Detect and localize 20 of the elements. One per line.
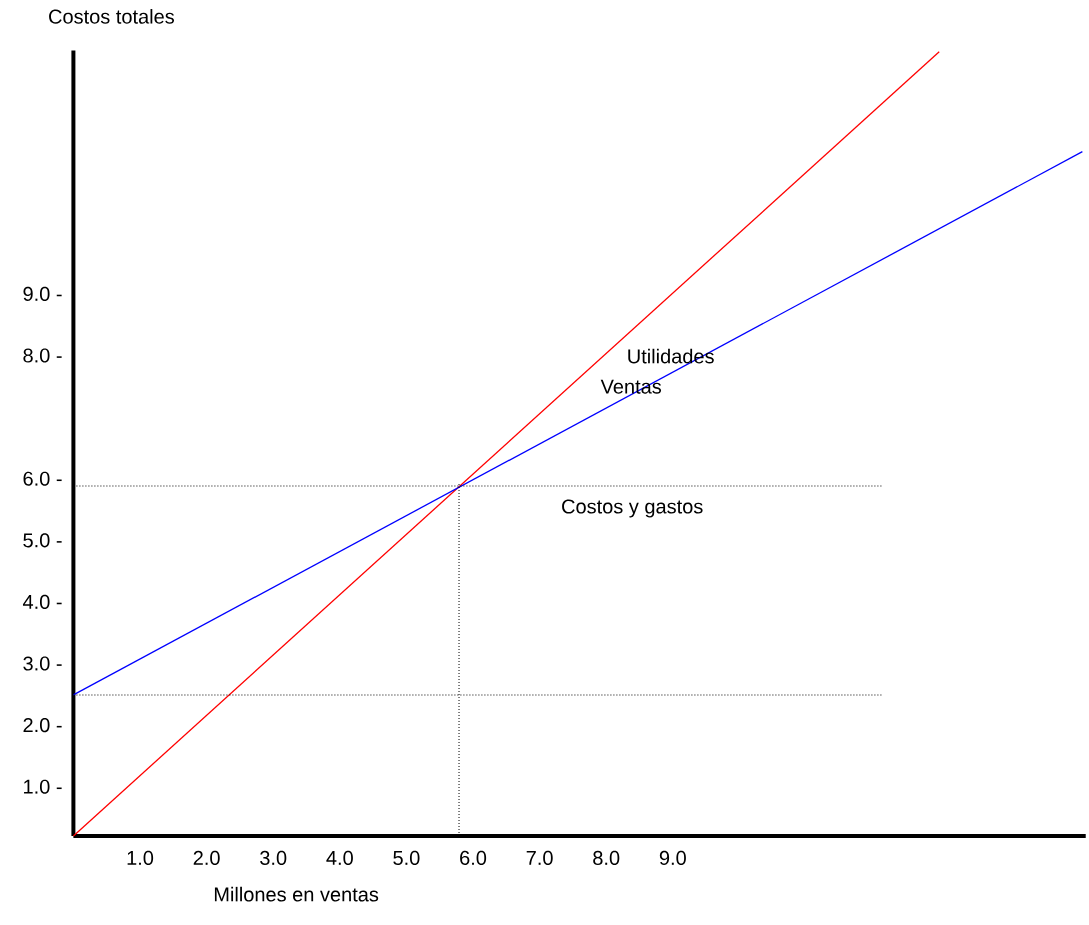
y-tick-label: 2.0 - xyxy=(23,718,62,733)
x-tick-label: 5.0 xyxy=(393,850,420,865)
y-tick-label: 3.0 - xyxy=(23,656,62,671)
x-tick-label: 4.0 xyxy=(326,850,353,865)
x-tick-label: 6.0 xyxy=(460,850,487,865)
x-tick-label: 1.0 xyxy=(127,850,154,865)
y-tick-label: 8.0 - xyxy=(23,348,62,363)
y-tick-label: 4.0 - xyxy=(22,594,62,609)
y-tick-label: 9.0 - xyxy=(23,286,62,301)
x-tick-label: 8.0 xyxy=(593,850,620,865)
x-tick-label: 7.0 xyxy=(526,850,553,865)
y-tick-label: 6.0 - xyxy=(23,471,62,486)
x-tick-label: 2.0 xyxy=(193,850,220,865)
x-tick-label: 9.0 xyxy=(659,850,686,865)
annotation: Costos y gastos xyxy=(562,499,703,518)
x-tick-label: 3.0 xyxy=(260,850,287,865)
x-axis-title: Millones en ventas xyxy=(214,886,379,902)
y-tick-label: 1.0 - xyxy=(24,779,62,794)
y-tick-label: 5.0 - xyxy=(23,533,62,548)
y-axis-title: Costos totales xyxy=(49,9,175,24)
